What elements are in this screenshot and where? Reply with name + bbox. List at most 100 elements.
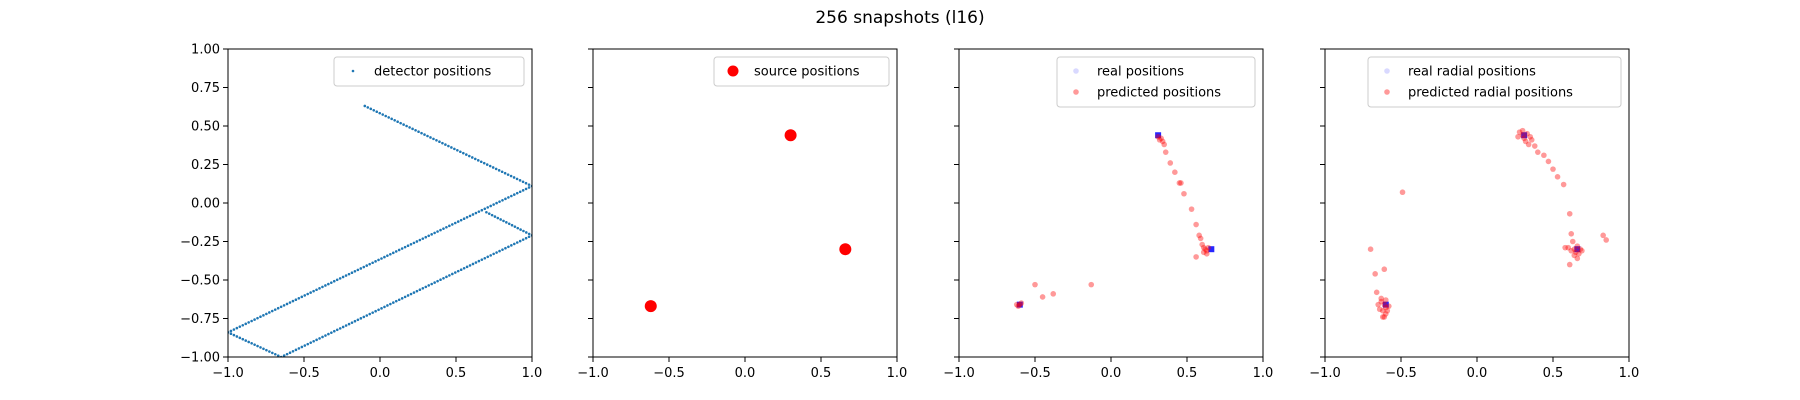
series-1-point: [338, 277, 342, 280]
series-2-point: [1161, 141, 1167, 148]
series-1-point: [330, 331, 333, 334]
series-2-point: [1383, 311, 1389, 317]
series-1-point: [306, 292, 309, 296]
series-1-point: [483, 207, 487, 211]
series-1-point: [362, 265, 366, 269]
series-1-point: [465, 153, 468, 156]
series-2-point: [1568, 247, 1575, 254]
series-1-point: [430, 282, 433, 286]
series-1-point: [429, 136, 432, 139]
x-tick-label: 1.0: [1253, 366, 1274, 381]
series-2-point: [1203, 247, 1210, 254]
series-2-point: [1032, 281, 1038, 288]
series-1-point: [409, 292, 413, 296]
legend-label: predicted radial positions: [1408, 86, 1573, 101]
series-1-point: [480, 258, 484, 261]
series-1-point: [335, 278, 339, 282]
series-1-point: [386, 304, 389, 307]
series-1-point: [445, 275, 448, 279]
series-1-point: [459, 268, 463, 271]
series-1-point: [500, 170, 504, 174]
series-1-point: [527, 183, 531, 186]
x-tick-label: −0.5: [1019, 366, 1051, 381]
series-1-point: [315, 288, 318, 292]
series-1-point: [318, 337, 321, 340]
series-1-point: [282, 354, 286, 357]
series-1-point: [510, 223, 514, 227]
x-tick-label: 0.0: [370, 366, 391, 381]
series-1-point: [363, 104, 367, 108]
series-1-point: [784, 129, 797, 142]
series-2-point: [1015, 303, 1022, 309]
series-1-point: [371, 261, 374, 265]
series-1-point: [359, 267, 363, 270]
series-1-point: [402, 123, 405, 126]
series-2-point: [1375, 301, 1381, 308]
series-1-point: [476, 159, 480, 162]
series-1-point: [502, 219, 505, 223]
x-tick-label: 0.0: [735, 366, 756, 381]
series-1-point: [492, 252, 495, 256]
series-2-point: [1367, 246, 1374, 252]
series-1-point: [496, 216, 500, 220]
series-1-point: [439, 278, 442, 282]
series-1-point: [309, 291, 312, 294]
legend-marker: [1073, 89, 1079, 95]
axes-frame: [1324, 48, 1630, 358]
chart-panels: −1.0 −0.5 0.0 0.5 1.0 1.00 0.75 0.50 0.25 0.00 −0.…: [180, 43, 1639, 382]
legend-label: real radial positions: [1408, 65, 1536, 80]
series-1-point: [321, 335, 324, 339]
series-1-point: [487, 212, 491, 215]
series-2-point: [1378, 295, 1385, 302]
series-1-point: [497, 169, 501, 172]
series-1-point: [479, 160, 483, 164]
legend-label: real positions: [1097, 65, 1184, 80]
x-tick-label: 1.0: [522, 366, 543, 381]
series-1-point: [327, 332, 330, 336]
series-1-point: [273, 352, 277, 356]
series-1-point: [459, 150, 462, 154]
series-1-point: [259, 346, 262, 349]
y-tick-label: −0.75: [180, 312, 220, 327]
series-1-point: [300, 295, 304, 299]
series-2-point: [1172, 169, 1178, 175]
series-1-point: [505, 221, 508, 224]
series-1-point: [244, 339, 248, 342]
chart-panel-4: −1.0 −0.5 0.0 0.5 1.0 real radial positions pr…: [1309, 48, 1639, 381]
series-1-point: [471, 213, 475, 216]
series-1-point: [509, 174, 513, 178]
series-2-point: [1155, 133, 1161, 140]
series-1-point: [324, 334, 327, 337]
series-2-point: [1522, 138, 1529, 145]
series-1-point: [474, 261, 478, 264]
series-1-point: [389, 252, 392, 256]
series-1-point: [489, 204, 492, 208]
series-1-point: [229, 332, 233, 336]
y-tick-label: 0.00: [191, 197, 220, 212]
series-1-point: [510, 194, 513, 198]
series-1-point: [403, 245, 407, 249]
series-1-point: [247, 340, 250, 344]
series-1-point: [414, 128, 417, 132]
series-1-point: [288, 301, 292, 304]
series-1-point: [285, 302, 289, 306]
series-1-point: [406, 294, 410, 297]
series-1-point: [420, 131, 423, 135]
series-1-point: [356, 268, 360, 272]
plot-area: [1013, 132, 1215, 309]
series-1-point: [366, 106, 370, 109]
series-1-point: [235, 335, 239, 338]
series-1-point: [400, 297, 404, 300]
series-1-point: [312, 289, 315, 293]
series-1-point: [495, 201, 498, 205]
series-1-point: [417, 130, 420, 134]
series-2-point: [1158, 135, 1164, 142]
legend-marker: [727, 65, 739, 77]
series-1-point: [393, 118, 396, 122]
x-tick-label: 0.0: [1101, 366, 1122, 381]
series-2-point: [1566, 261, 1573, 268]
series-1-point: [436, 230, 439, 233]
series-1-point: [488, 164, 492, 168]
series-1-point: [515, 177, 519, 181]
series-2-point: [1202, 246, 1209, 252]
